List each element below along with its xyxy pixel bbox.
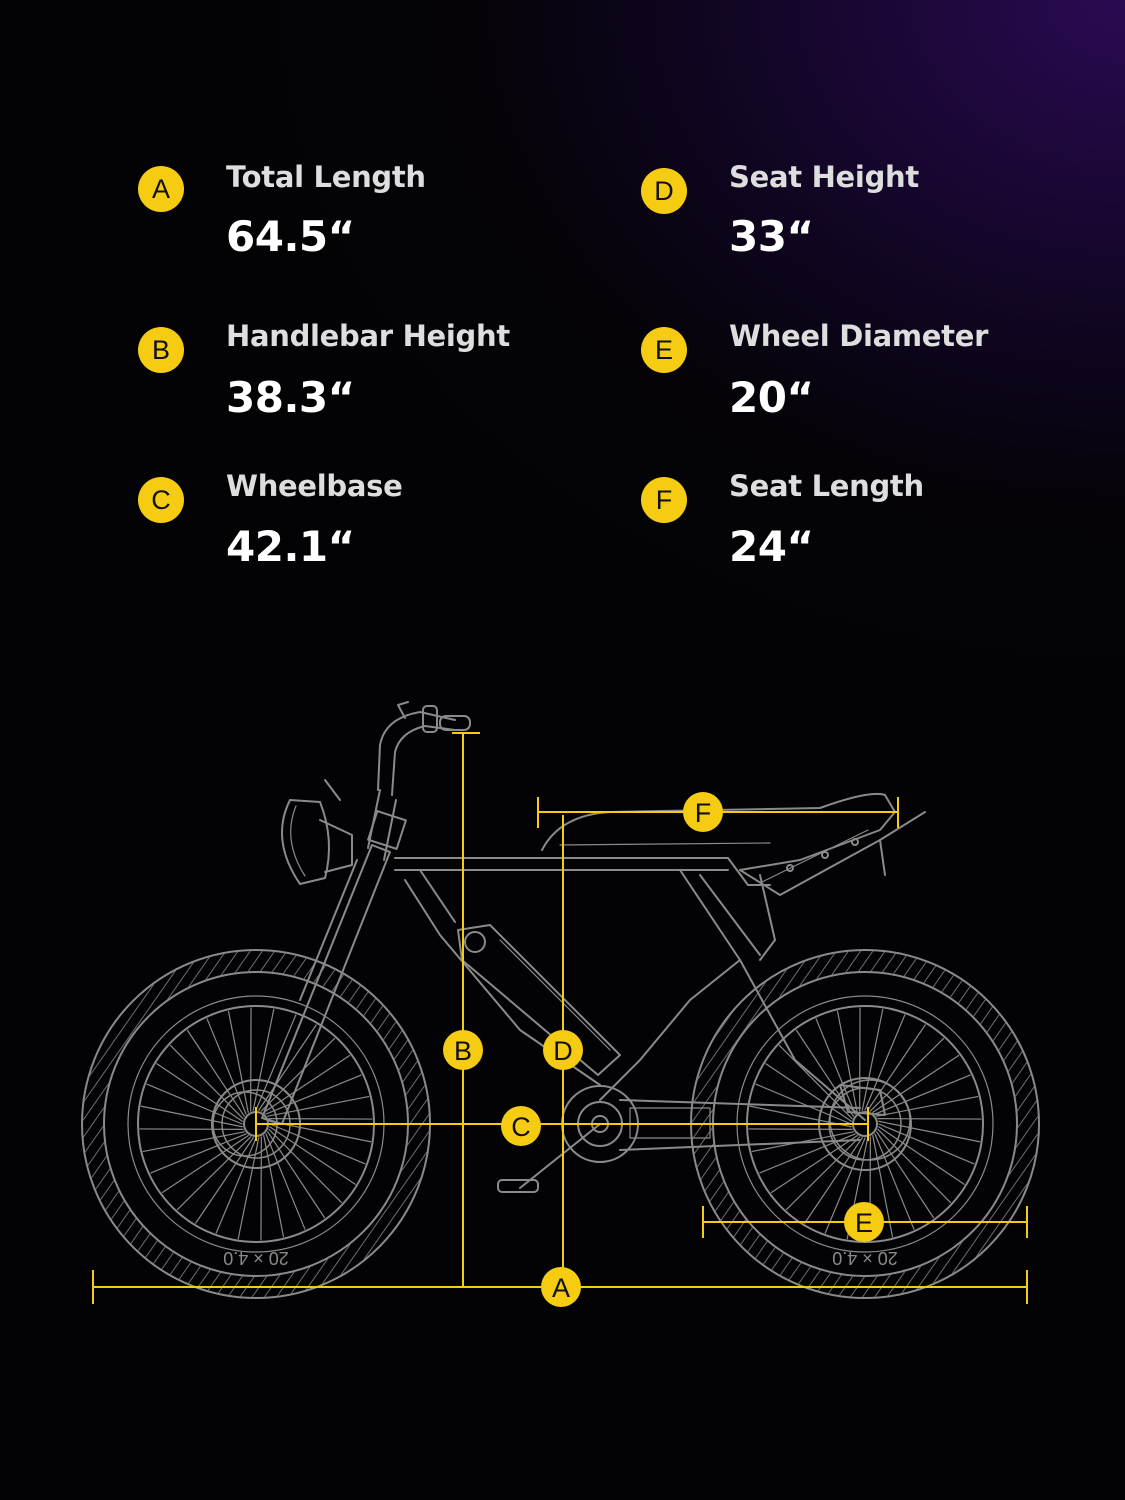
spoke: [824, 1137, 866, 1234]
spoke: [770, 1135, 858, 1194]
spoke: [864, 1014, 906, 1111]
spoke: [877, 1128, 952, 1204]
dimension-b-line: [452, 732, 480, 1287]
dimension-badge-e: E: [844, 1202, 884, 1242]
front-tire-marking: 20 × 4.0: [223, 1248, 289, 1268]
svg-text:C: C: [511, 1112, 531, 1142]
spec-value: 42.1“: [226, 522, 355, 571]
spec-label: Seat Length: [729, 469, 924, 503]
spoke: [861, 1008, 884, 1111]
spoke: [263, 1135, 285, 1238]
spoke: [269, 1123, 366, 1165]
dimension-badge-f: F: [683, 792, 723, 832]
spoke: [804, 1137, 863, 1224]
spoke: [785, 1136, 861, 1211]
spoke: [755, 1083, 852, 1125]
spoke: [142, 1131, 245, 1153]
spoke: [267, 1131, 326, 1219]
dimension-lines: [92, 732, 1028, 1304]
spoke: [263, 1054, 351, 1113]
svg-text:A: A: [552, 1273, 570, 1303]
handlebar: [377, 701, 471, 796]
dimension-badge-a: A: [541, 1267, 581, 1307]
motor-crank: [497, 1085, 861, 1193]
spoke: [876, 1095, 979, 1117]
spec-badge-c: C: [138, 477, 184, 523]
bike-line-art: 20 × 4.0 20 × 4.0: [81, 701, 1040, 1299]
spoke: [878, 1126, 965, 1185]
spoke: [878, 1123, 975, 1165]
spoke: [867, 1024, 926, 1111]
spec-badge-f: F: [641, 477, 687, 523]
spoke: [267, 1095, 370, 1117]
spec-badge-d: D: [641, 168, 687, 214]
spoke: [260, 1037, 336, 1112]
rear-spokes: [748, 1007, 982, 1241]
spoke: [876, 1131, 935, 1219]
spec-value: 20“: [729, 373, 814, 422]
spoke: [268, 1128, 343, 1204]
dimension-badge-c: C: [501, 1106, 541, 1146]
rear-tire-marking: 20 × 4.0: [832, 1248, 898, 1268]
svg-text:E: E: [855, 1208, 873, 1238]
spec-value: 64.5“: [226, 212, 355, 261]
spoke: [156, 1063, 243, 1122]
spoke: [146, 1083, 243, 1125]
spoke: [161, 1135, 249, 1194]
headlight: [281, 779, 353, 885]
spec-badge-b: B: [138, 327, 184, 373]
spoke: [872, 1135, 894, 1238]
spoke: [874, 1133, 915, 1230]
spec-badge-e: E: [641, 327, 687, 373]
spoke: [237, 1137, 260, 1240]
spec-label: Wheelbase: [226, 469, 403, 503]
spec-value: 38.3“: [226, 373, 355, 422]
spoke: [258, 1024, 317, 1111]
dimension-badge-d: D: [543, 1030, 583, 1070]
spoke: [150, 1133, 247, 1174]
spoke: [265, 1133, 306, 1230]
spoke: [176, 1136, 252, 1211]
spec-value: 33“: [729, 212, 814, 261]
spec-label: Wheel Diameter: [729, 319, 989, 353]
spoke: [255, 1014, 297, 1111]
spoke: [215, 1137, 257, 1234]
spoke: [872, 1054, 960, 1113]
spoke: [186, 1029, 245, 1117]
front-spokes: [139, 1007, 373, 1241]
spoke: [765, 1063, 852, 1122]
spoke: [195, 1137, 254, 1224]
spoke: [269, 1126, 356, 1185]
spoke: [836, 1010, 858, 1113]
spoke: [265, 1074, 362, 1115]
spoke: [815, 1018, 856, 1115]
spec-badge-a: A: [138, 166, 184, 212]
seat: [541, 792, 926, 896]
spoke: [206, 1018, 247, 1115]
spoke: [227, 1010, 249, 1113]
spec-value: 24“: [729, 522, 814, 571]
spec-label: Handlebar Height: [226, 319, 510, 353]
spoke: [140, 1105, 243, 1128]
battery: [457, 924, 621, 1076]
svg-text:F: F: [695, 798, 712, 828]
spoke: [759, 1133, 856, 1174]
spoke: [874, 1074, 971, 1115]
dimension-badge-b: B: [443, 1030, 483, 1070]
main-frame: [394, 857, 866, 1121]
svg-text:D: D: [553, 1036, 573, 1066]
spec-label: Seat Height: [729, 160, 919, 194]
spoke: [878, 1120, 981, 1143]
spec-label: Total Length: [226, 160, 426, 194]
svg-text:B: B: [454, 1036, 472, 1066]
spoke: [169, 1044, 244, 1120]
